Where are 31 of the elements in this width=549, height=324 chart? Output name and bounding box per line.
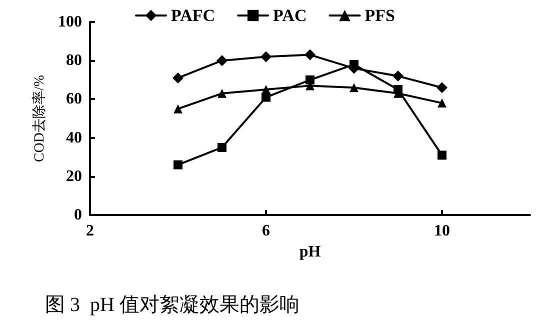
- x-axis-title: pH: [299, 243, 322, 260]
- y-tick-label: 0: [74, 206, 82, 224]
- y-tick-label: 20: [66, 168, 82, 185]
- x-tick-label: 2: [86, 222, 94, 240]
- y-tick-label: 40: [66, 129, 82, 146]
- point: [216, 55, 228, 66]
- point: [436, 82, 448, 94]
- x-tick-label: 10: [434, 222, 450, 240]
- y-axis-title: COD去除率/%: [32, 74, 48, 162]
- point: [218, 142, 226, 152]
- point: [438, 98, 446, 108]
- point: [262, 92, 270, 102]
- point: [392, 70, 404, 82]
- point: [174, 160, 182, 170]
- point: [306, 75, 314, 84]
- point: [174, 104, 182, 114]
- legend-label: PAFC: [171, 6, 216, 25]
- legend-label: PFS: [364, 6, 395, 25]
- point: [304, 49, 316, 60]
- point: [172, 72, 184, 84]
- text: 图 3 pH 值对絮凝效果的影响: [45, 294, 300, 316]
- point: [218, 88, 226, 98]
- y-tick-label: 100: [58, 14, 82, 30]
- point: [350, 83, 358, 92]
- y-tick-label: 80: [66, 52, 82, 70]
- point: [260, 51, 272, 62]
- legend-label: PAC: [273, 6, 307, 25]
- x-tick-label: 6: [262, 222, 270, 240]
- point: [438, 150, 446, 160]
- point: [394, 85, 402, 94]
- y-tick-label: 60: [66, 90, 82, 108]
